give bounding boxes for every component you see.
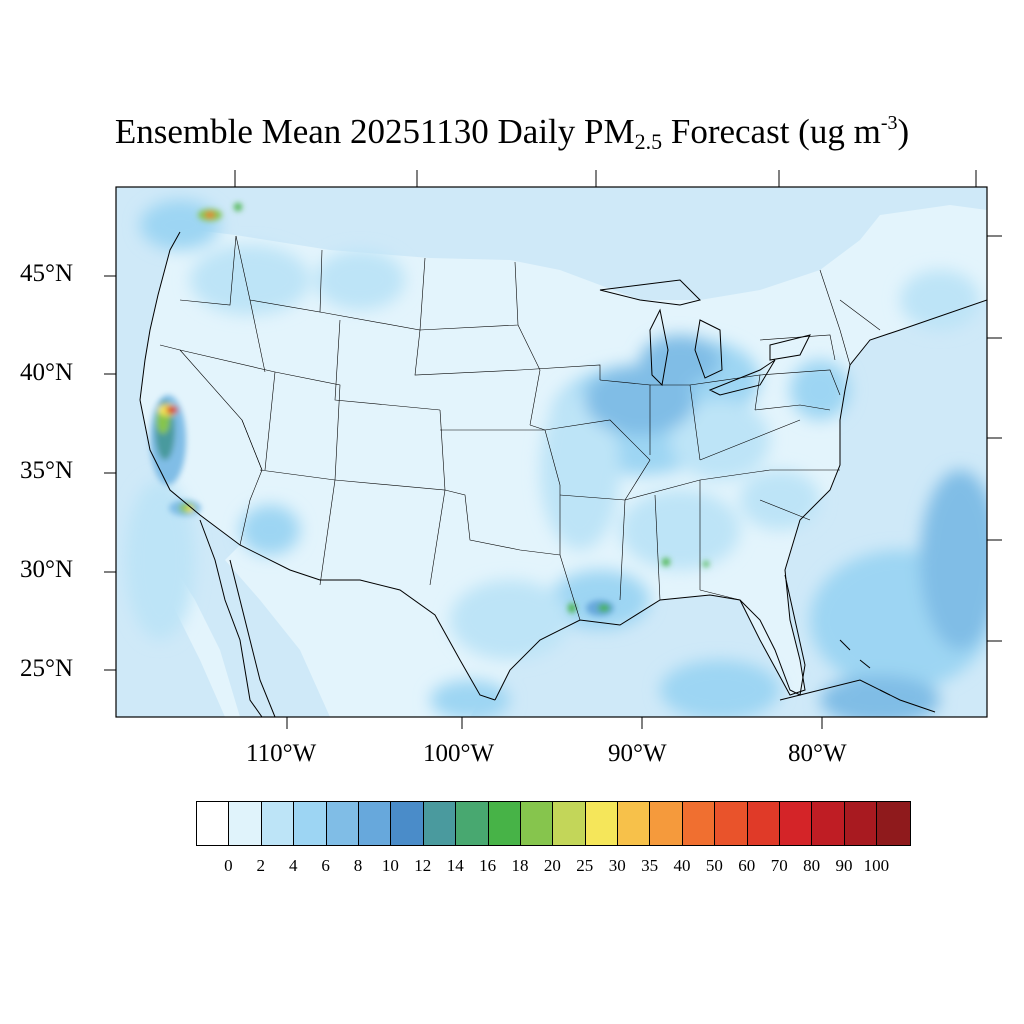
lon-label-80w: 80°W	[788, 740, 847, 767]
legend-level-label: 35	[641, 856, 659, 875]
lat-label-30n: 30°N	[20, 556, 74, 583]
legend-level-label: 25	[576, 856, 594, 875]
legend-level-label: 90	[835, 856, 853, 875]
legend-swatch	[747, 802, 781, 845]
map-ticks	[104, 170, 1002, 729]
legend-level-label: 100	[863, 856, 890, 875]
legend-swatch	[391, 802, 424, 845]
legend-level-label: 80	[803, 856, 821, 875]
legend-level-label: 40	[673, 856, 691, 875]
legend-level-label: 4	[288, 856, 298, 875]
legend-swatch	[650, 802, 683, 845]
lon-label-90w: 90°W	[608, 740, 667, 767]
map-title: Ensemble Mean 20251130 Daily PM2.5 Forec…	[114, 112, 910, 154]
legend-swatch	[715, 802, 748, 845]
legend-swatch	[229, 802, 262, 845]
legend-level-label: 60	[738, 856, 756, 875]
legend-level-label: 10	[381, 856, 399, 875]
legend-swatch	[618, 802, 651, 845]
legend-swatch	[585, 802, 619, 845]
legend-level-label: 30	[608, 856, 626, 875]
legend-level-label: 8	[353, 856, 363, 875]
legend-level-label: 14	[446, 856, 464, 875]
legend-level-label: 20	[543, 856, 561, 875]
legend-level-label: 12	[414, 856, 432, 875]
legend-swatch	[553, 802, 586, 845]
lat-label-45n: 45°N	[20, 260, 74, 287]
lon-label-110w: 110°W	[246, 740, 317, 767]
legend-level-label: 70	[770, 856, 788, 875]
legend-swatch	[877, 802, 910, 845]
legend-swatch	[520, 802, 554, 845]
legend-swatch	[261, 802, 295, 845]
legend-level-label: 0	[224, 856, 233, 875]
legend-swatch	[488, 802, 521, 845]
concentration-field	[125, 200, 987, 717]
lat-label-35n: 35°N	[20, 457, 74, 484]
legend-swatch	[456, 802, 489, 845]
legend-level-label: 6	[321, 856, 330, 875]
legend-swatch	[358, 802, 392, 845]
legend-swatch	[326, 802, 359, 845]
coastline	[139, 231, 987, 701]
lon-label-100w: 100°W	[423, 740, 495, 767]
legend-swatch	[844, 802, 878, 845]
legend-swatch	[682, 802, 716, 845]
lat-label-25n: 25°N	[20, 655, 74, 682]
lat-label-40n: 40°N	[20, 359, 74, 386]
color-legend	[196, 801, 911, 846]
legend-level-label: 18	[511, 856, 529, 875]
legend-level-label: 16	[479, 856, 497, 875]
legend-swatch	[780, 802, 813, 845]
legend-swatch	[812, 802, 845, 845]
legend-swatch	[294, 802, 327, 845]
legend-swatch	[197, 802, 230, 845]
map-frame	[115, 186, 988, 718]
state-boundaries	[159, 235, 881, 621]
hotspots	[150, 203, 709, 616]
legend-swatch	[423, 802, 457, 845]
great-lakes	[599, 279, 811, 396]
legend-level-label: 50	[705, 856, 723, 875]
legend-level-label: 2	[256, 856, 266, 875]
